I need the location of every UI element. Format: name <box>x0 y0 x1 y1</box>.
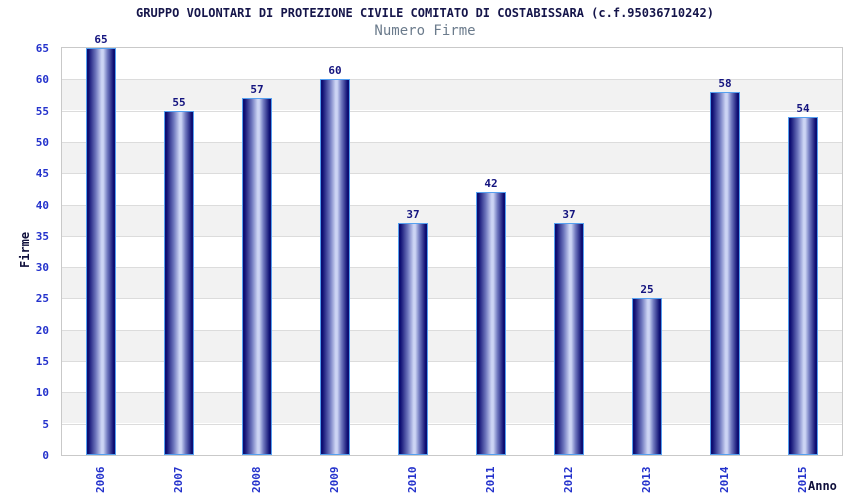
bar-value-label: 55 <box>172 96 186 109</box>
plot-band <box>62 48 842 79</box>
y-tick-label: 0 <box>42 449 49 462</box>
bar-2008 <box>242 98 272 455</box>
gridline <box>62 236 842 237</box>
gridline <box>62 392 842 393</box>
gridline <box>62 173 842 174</box>
x-tick-label: 2008 <box>250 466 263 494</box>
bar-value-label: 37 <box>406 208 420 221</box>
gridline <box>62 79 842 80</box>
chart-subtitle: Numero Firme <box>374 23 476 39</box>
gridline <box>62 111 842 112</box>
gridline <box>62 298 842 299</box>
bar-2006 <box>86 48 116 455</box>
bar-2009 <box>320 79 350 455</box>
bar-value-label: 54 <box>796 102 810 115</box>
x-tick-label: 2014 <box>718 466 731 494</box>
bar-2013 <box>632 298 662 455</box>
bar-value-label: 25 <box>640 283 654 296</box>
gridline <box>62 267 842 268</box>
y-tick-label: 65 <box>35 42 49 55</box>
x-tick-label: 2009 <box>328 466 341 494</box>
y-tick-label: 20 <box>35 324 49 337</box>
bar-2007 <box>164 111 194 455</box>
bar-2012 <box>554 223 584 455</box>
gridline <box>62 424 842 425</box>
bar-value-label: 65 <box>94 33 108 46</box>
gridline <box>62 330 842 331</box>
bar-value-label: 57 <box>250 83 264 96</box>
y-tick-label: 25 <box>35 292 49 305</box>
y-tick-label: 55 <box>35 105 49 118</box>
bar-2010 <box>398 223 428 455</box>
plot-area: 65 55 57 60 37 42 37 25 58 54 <box>61 33 843 456</box>
y-tick-label: 40 <box>35 199 49 212</box>
gridline <box>62 205 842 206</box>
y-tick-label: 50 <box>35 136 49 149</box>
bar-value-label: 37 <box>562 208 576 221</box>
bar-2011 <box>476 192 506 455</box>
chart-title: GRUPPO VOLONTARI DI PROTEZIONE CIVILE CO… <box>136 6 714 20</box>
bar-value-label: 60 <box>328 64 342 77</box>
bar-2015 <box>788 117 818 455</box>
bar-value-label: 42 <box>484 177 498 190</box>
x-tick-label: 2011 <box>484 466 497 494</box>
y-tick-label: 15 <box>35 355 49 368</box>
y-tick-label: 10 <box>35 386 49 399</box>
x-tick-label: 2010 <box>406 466 419 494</box>
x-axis-title: Anno <box>808 479 837 493</box>
x-tick-label: 2006 <box>94 466 107 494</box>
x-tick-label: 2012 <box>562 466 575 494</box>
y-tick-label: 35 <box>35 230 49 243</box>
x-tick-label: 2013 <box>640 466 653 494</box>
y-tick-label: 45 <box>35 167 49 180</box>
bar-value-label: 58 <box>718 77 732 90</box>
gridline <box>62 142 842 143</box>
y-tick-label: 30 <box>35 261 49 274</box>
gridline <box>62 361 842 362</box>
y-tick-label: 60 <box>35 73 49 86</box>
y-tick-label: 5 <box>42 418 49 431</box>
x-tick-label: 2007 <box>172 466 185 494</box>
bar-2014 <box>710 92 740 455</box>
